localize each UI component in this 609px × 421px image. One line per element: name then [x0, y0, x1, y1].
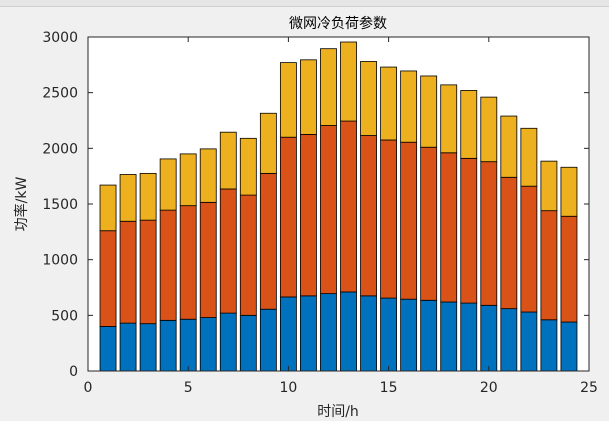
bar-segment-3-hour-23 — [540, 160, 558, 212]
bar-segment-1-hour-6 — [199, 317, 217, 372]
bar-segment-2-hour-7 — [219, 188, 237, 314]
x-tick-label-0: 0 — [84, 380, 93, 396]
x-axis-label: 时间/h — [317, 404, 359, 420]
bar-segment-2-hour-5 — [179, 205, 197, 320]
y-axis-label: 功率/kW — [13, 177, 30, 232]
bar-segment-1-hour-3 — [139, 323, 157, 372]
bar-segment-2-hour-15 — [380, 139, 398, 299]
bar-segment-1-hour-16 — [400, 298, 418, 372]
bar-segment-3-hour-20 — [480, 96, 498, 163]
bar-segment-3-hour-5 — [179, 153, 197, 207]
bar-segment-3-hour-1 — [99, 184, 117, 232]
bar-segment-2-hour-21 — [500, 176, 518, 310]
y-tick-label-3000: 3000 — [42, 30, 78, 46]
bar-segment-3-hour-19 — [460, 90, 478, 159]
chart-title: 微网冷负荷参数 — [289, 15, 387, 32]
window-top-strip — [0, 0, 609, 7]
bar-segment-1-hour-4 — [159, 319, 177, 372]
bar-segment-2-hour-6 — [199, 201, 217, 318]
bar-segment-3-hour-2 — [119, 174, 137, 222]
bar-segment-2-hour-3 — [139, 219, 157, 325]
x-tick-label-25: 25 — [580, 380, 598, 396]
y-tick-label-2500: 2500 — [42, 86, 78, 102]
bar-segment-2-hour-19 — [460, 157, 478, 304]
bar-segment-1-hour-17 — [420, 299, 438, 372]
bar-segment-1-hour-21 — [500, 308, 518, 372]
y-tick-label-1000: 1000 — [42, 253, 78, 269]
bar-segment-2-hour-11 — [300, 134, 317, 297]
bar-segment-1-hour-22 — [520, 311, 538, 372]
bar-segment-3-hour-4 — [159, 158, 177, 211]
bar-segment-2-hour-1 — [99, 230, 117, 327]
bar-segment-3-hour-21 — [500, 115, 518, 178]
bar-segment-3-hour-8 — [239, 137, 257, 196]
x-tick-label-15: 15 — [380, 380, 398, 396]
bar-segment-3-hour-15 — [380, 66, 398, 141]
y-tick-label-0: 0 — [69, 364, 78, 380]
bar-segment-2-hour-24 — [560, 215, 578, 323]
bar-segment-3-hour-10 — [279, 62, 297, 138]
bar-segment-2-hour-17 — [420, 146, 438, 301]
bar-segment-1-hour-2 — [119, 322, 137, 372]
bar-segment-1-hour-10 — [279, 296, 297, 372]
bar-segment-3-hour-7 — [219, 131, 237, 190]
y-tick-label-2000: 2000 — [42, 141, 78, 157]
bar-segment-2-hour-8 — [239, 194, 257, 316]
x-tick-label-20: 20 — [480, 380, 498, 396]
y-tick-label-1500: 1500 — [42, 197, 78, 213]
x-tick-label-10: 10 — [279, 380, 297, 396]
bar-segment-1-hour-1 — [99, 326, 117, 372]
bar-segment-2-hour-9 — [259, 172, 277, 310]
bar-segment-3-hour-12 — [320, 48, 337, 126]
bar-segment-2-hour-2 — [119, 220, 137, 324]
bar-segment-3-hour-13 — [340, 41, 357, 122]
bar-segment-3-hour-18 — [440, 84, 458, 154]
bar-segment-1-hour-9 — [259, 308, 277, 372]
ticks-layer: 0 5 10 15 20 25 0 500 1000 1500 2000 2500 3000 — [42, 30, 598, 396]
bar-segment-1-hour-15 — [380, 297, 398, 372]
bar-segment-2-hour-4 — [159, 209, 177, 321]
bar-segment-1-hour-23 — [540, 319, 558, 372]
x-tick-label-5: 5 — [184, 380, 193, 396]
bars-layer — [99, 41, 578, 372]
bar-segment-2-hour-23 — [540, 210, 558, 321]
bar-segment-2-hour-18 — [440, 152, 458, 303]
bar-segment-2-hour-14 — [360, 135, 377, 297]
bar-segment-2-hour-12 — [320, 125, 337, 295]
bar-segment-3-hour-24 — [560, 166, 578, 217]
bar-segment-3-hour-17 — [420, 75, 438, 148]
bar-segment-1-hour-13 — [340, 291, 357, 372]
bar-segment-1-hour-19 — [460, 302, 478, 372]
bar-segment-1-hour-18 — [440, 301, 458, 372]
bar-segment-3-hour-22 — [520, 127, 538, 187]
bar-segment-1-hour-11 — [300, 295, 317, 372]
y-tick-label-500: 500 — [51, 308, 78, 324]
bar-segment-3-hour-16 — [400, 70, 418, 143]
bar-segment-2-hour-20 — [480, 161, 498, 306]
bar-segment-1-hour-7 — [219, 312, 237, 372]
bar-segment-3-hour-3 — [139, 172, 157, 221]
bar-segment-1-hour-20 — [480, 304, 498, 372]
bar-segment-3-hour-11 — [300, 59, 317, 135]
bar-segment-3-hour-9 — [259, 112, 277, 174]
bar-segment-2-hour-10 — [279, 136, 297, 298]
bar-segment-2-hour-16 — [400, 141, 418, 300]
bar-segment-1-hour-8 — [239, 314, 257, 372]
bar-segment-1-hour-14 — [360, 295, 377, 372]
bar-segment-3-hour-6 — [199, 148, 217, 203]
bar-segment-1-hour-12 — [320, 293, 337, 372]
bar-segment-2-hour-22 — [520, 185, 538, 313]
bar-segment-1-hour-5 — [179, 318, 197, 372]
bar-segment-3-hour-14 — [360, 61, 377, 136]
bar-segment-1-hour-24 — [560, 321, 578, 372]
bar-segment-2-hour-13 — [340, 120, 357, 293]
